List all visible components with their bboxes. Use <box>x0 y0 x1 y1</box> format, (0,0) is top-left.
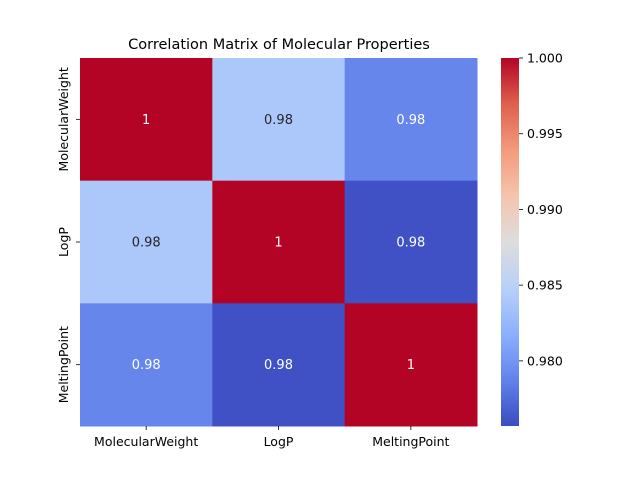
cell-annotation: 0.98 <box>396 113 425 128</box>
cell-annotation: 0.98 <box>132 236 161 251</box>
heatmap-cells <box>80 58 478 427</box>
colorbar-tick-label: 0.995 <box>527 126 563 141</box>
y-tick-label: MeltingPoint <box>56 326 71 403</box>
colorbar-tick-label: 1.000 <box>527 51 563 66</box>
cell-annotation: 0.98 <box>264 358 293 373</box>
colorbar-tick-label: 0.985 <box>527 278 563 293</box>
cell-annotation: 1 <box>142 113 150 128</box>
y-axis: MolecularWeight LogP MeltingPoint <box>56 67 80 403</box>
heatmap-cell <box>212 58 346 182</box>
heatmap-cell <box>80 58 213 182</box>
cell-annotation: 0.98 <box>132 358 161 373</box>
cell-annotation: 0.98 <box>264 113 293 128</box>
colorbar-tick-label: 0.980 <box>527 353 563 368</box>
heatmap-cell <box>344 303 478 427</box>
x-tick-label: MolecularWeight <box>94 434 198 449</box>
heatmap-cell <box>80 180 213 304</box>
y-tick-label: LogP <box>56 227 71 257</box>
heatmap-cell <box>212 303 346 427</box>
heatmap-cell <box>212 180 346 304</box>
cell-annotation: 1 <box>407 358 415 373</box>
heatmap-cell <box>344 180 478 304</box>
y-tick-label: MolecularWeight <box>56 67 71 171</box>
x-tick-label: MeltingPoint <box>372 434 449 449</box>
cell-annotation: 0.98 <box>396 236 425 251</box>
colorbar-tick-label: 0.990 <box>527 202 563 217</box>
cell-annotation: 1 <box>274 236 282 251</box>
heatmap-cell <box>344 58 478 182</box>
x-axis: MolecularWeight LogP MeltingPoint <box>94 426 450 449</box>
x-tick-label: LogP <box>264 434 294 449</box>
chart-title: Correlation Matrix of Molecular Properti… <box>128 37 430 53</box>
heatmap-cell <box>80 303 213 427</box>
cell-annotations: 1 0.98 0.98 0.98 1 0.98 0.98 0.98 1 <box>132 113 426 373</box>
colorbar-gradient <box>501 58 519 426</box>
colorbar: 0.980 0.985 0.990 0.995 1.000 <box>501 51 563 426</box>
